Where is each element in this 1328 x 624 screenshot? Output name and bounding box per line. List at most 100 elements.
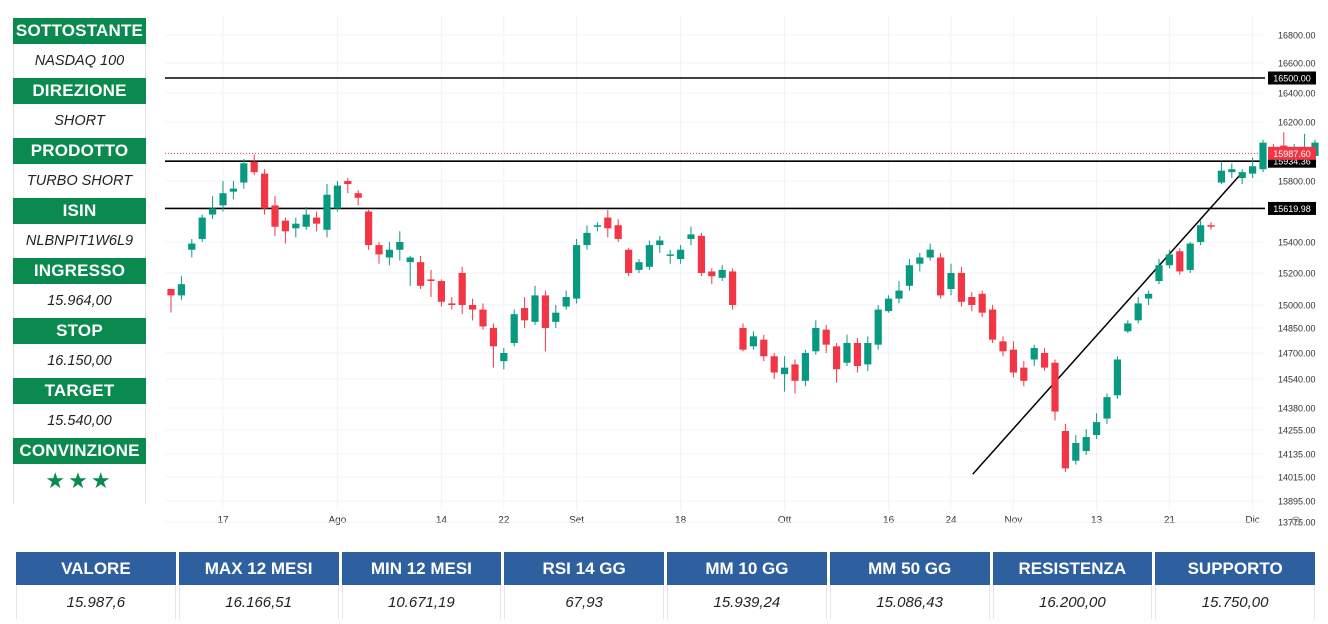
candle-body [843, 343, 851, 363]
candle-body [978, 293, 986, 313]
candle-body [885, 298, 893, 312]
last-price-label: 15987.60 [1273, 149, 1311, 159]
sidebar-value-target: 15.540,00 [13, 404, 146, 438]
candle-body [1061, 431, 1069, 469]
candle-body [1030, 348, 1038, 360]
candle-body [167, 289, 175, 296]
candle-body [957, 273, 965, 302]
stats-header-cell: MAX 12 MESI [178, 552, 339, 585]
candle-body [198, 217, 206, 239]
candle-body [791, 364, 799, 381]
candle-body [1197, 225, 1205, 242]
candle-body [1249, 166, 1257, 174]
candle-body [1134, 303, 1142, 321]
stats-header-cell: SUPPORTO [1155, 552, 1315, 585]
candle-body [666, 254, 674, 256]
candle-body [874, 309, 882, 345]
y-tick-label: 14700.00 [1278, 349, 1316, 359]
candle-body [437, 281, 445, 302]
stats-value-cell: 15.750,00 [1155, 585, 1315, 619]
candle-body [916, 257, 924, 264]
x-tick-label: Ago [329, 515, 347, 526]
x-tick-label: Nov [1005, 515, 1023, 526]
candle-body [406, 257, 414, 263]
candle-body [531, 295, 539, 322]
stats-value-cell: 16.166,51 [178, 585, 339, 619]
stats-header-row: VALORE MAX 12 MESI MIN 12 MESI RSI 14 GG MM … [16, 552, 1315, 585]
y-tick-label: 16600.00 [1278, 59, 1316, 69]
sidebar-label-convinzione: CONVINZIONE [13, 438, 146, 464]
candle-body [1072, 443, 1080, 461]
candle-body [427, 279, 435, 281]
x-tick-label: 13 [1091, 515, 1103, 526]
x-tick-label: 18 [675, 515, 687, 526]
candle-body [562, 297, 570, 307]
candle-body [396, 242, 404, 250]
y-tick-label: 15000.00 [1278, 301, 1316, 311]
y-tick-label: 14380.00 [1278, 404, 1316, 414]
last-price-label-box [1268, 146, 1316, 160]
candle-body [687, 234, 695, 239]
sidebar-value-stop: 16.150,00 [13, 344, 146, 378]
y-tick-label: 14540.00 [1278, 375, 1316, 385]
candle-body [749, 336, 757, 347]
candle-body [489, 328, 497, 347]
candle-body [822, 329, 830, 345]
candle-body [1113, 359, 1121, 396]
stats-header-cell: MIN 12 MESI [341, 552, 502, 585]
candle-body [1217, 170, 1225, 183]
candle-body [219, 193, 227, 206]
candle-body [781, 367, 789, 375]
y-tick-label: 13895.00 [1278, 497, 1316, 507]
candle-body [375, 245, 383, 255]
candle-body [1165, 254, 1173, 266]
candle-body [385, 249, 393, 258]
level-label-box [1268, 201, 1316, 215]
level-label: 15619.98 [1273, 204, 1311, 214]
candle-body [999, 341, 1007, 352]
candle-body [1145, 293, 1153, 299]
sidebar-value-prodotto: TURBO SHORT [13, 164, 146, 198]
candle-body [333, 185, 341, 209]
level-label: 15934.36 [1273, 157, 1311, 167]
y-tick-label: 13775.00 [1278, 518, 1316, 528]
candle-body [812, 328, 820, 352]
candle-body [229, 188, 237, 192]
candle-body [833, 346, 841, 370]
candle-body [604, 217, 612, 229]
candle-body [510, 314, 518, 343]
y-tick-label: 16400.00 [1278, 89, 1316, 99]
x-tick-label: 21 [1164, 515, 1176, 526]
candle-body [718, 269, 726, 278]
x-tick-label: 22 [498, 515, 510, 526]
candlestick-chart: 17 Ago 14 22 Set 18 Ott 16 24 Nov 13 21 Dic 16800.00 1… [165, 15, 1319, 528]
candle-body [365, 211, 373, 246]
candle-body [645, 245, 653, 267]
candle-body [479, 309, 487, 327]
candle-body [739, 328, 747, 350]
candle-body [1020, 367, 1028, 381]
trendline [972, 173, 1242, 475]
candle-body [541, 295, 549, 328]
candle-body [1186, 243, 1194, 270]
stats-header-cell: RESISTENZA [992, 552, 1153, 585]
candle-body [905, 265, 913, 286]
candle-body [697, 235, 705, 273]
x-tick-label: Set [569, 515, 584, 526]
candle-body [760, 339, 768, 357]
candle-body [895, 290, 903, 299]
candle-body [354, 193, 362, 198]
candle-body [1259, 142, 1267, 170]
candle-body [625, 249, 633, 273]
y-tick-label: 16800.00 [1278, 31, 1316, 41]
candle-body [1093, 422, 1101, 435]
stats-value-cell: 15.939,24 [667, 585, 827, 619]
x-tick-label: 14 [436, 515, 448, 526]
x-tick-label: 17 [217, 515, 229, 526]
trade-summary-panel: SOTTOSTANTE NASDAQ 100 DIREZIONE SHORT PRODO… [13, 18, 146, 504]
candle-body [573, 245, 581, 299]
candle-body [281, 220, 289, 232]
candle-body [937, 257, 945, 296]
stats-value-cell: 15.086,43 [829, 585, 990, 619]
candle-body [292, 223, 300, 229]
